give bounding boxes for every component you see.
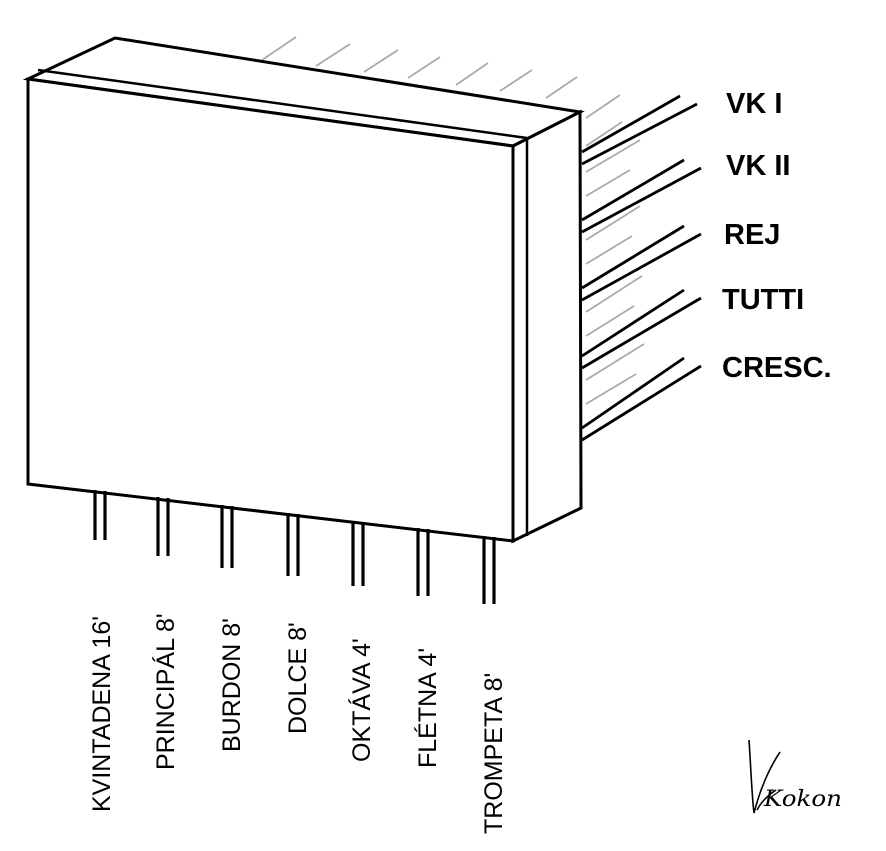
label-kvintadena: KVINTADENA 16' — [88, 616, 116, 812]
right-labels: VK I VK II REJ TUTTI CRESC. — [722, 88, 832, 384]
label-cresc: CRESC. — [722, 352, 832, 384]
label-principal: PRINCIPÁL 8' — [151, 613, 180, 770]
label-rej: REJ — [724, 219, 780, 251]
back-faint-lines — [261, 36, 645, 405]
label-vk-i: VK I — [726, 88, 782, 120]
label-dolce: DOLCE 8' — [284, 622, 312, 734]
label-vk-ii: VK II — [726, 150, 790, 182]
bottom-cable-lines — [93, 490, 496, 604]
bottom-labels: KVINTADENA 16' PRINCIPÁL 8' BURDON 8' DO… — [88, 613, 508, 834]
label-tutti: TUTTI — [722, 284, 804, 316]
signature: Kokon — [748, 739, 842, 814]
label-oktava: OKTÁVA 4' — [347, 638, 376, 762]
right-cable-lines — [581, 94, 702, 442]
box-side-face — [511, 109, 583, 544]
label-trompeta: TROMPETA 8' — [480, 673, 508, 834]
box-top-edge — [37, 68, 528, 140]
signature-mark — [748, 739, 781, 814]
label-fletna: FLÉTNA 4' — [413, 648, 442, 768]
module-box — [22, 36, 585, 544]
label-burdon: BURDON 8' — [218, 618, 246, 752]
signature-text: Kokon — [763, 787, 842, 812]
box-front-face — [26, 77, 515, 543]
